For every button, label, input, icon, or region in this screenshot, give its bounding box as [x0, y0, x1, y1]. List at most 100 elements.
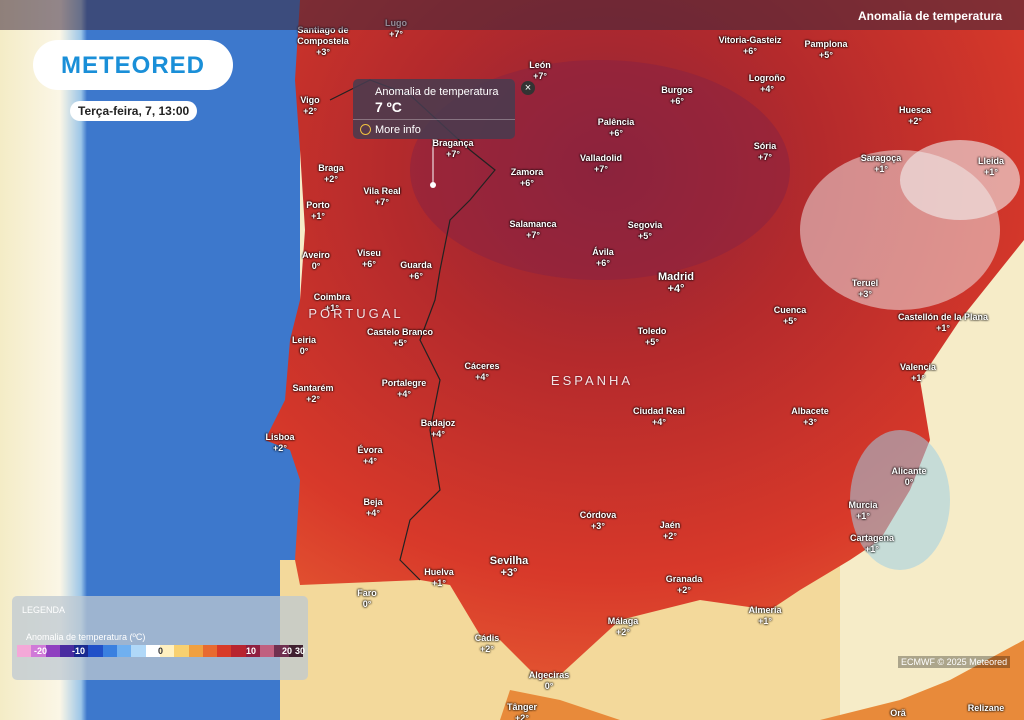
popup: Anomalia de temperatura 7 ºC More info	[353, 79, 515, 139]
legend-tick: 20	[282, 646, 293, 656]
city-value: +2°	[663, 531, 677, 541]
city-label: Coimbra +1°	[314, 292, 351, 314]
city-value: 0°	[311, 261, 321, 271]
city-label: Segovia +5°	[628, 220, 663, 242]
logo[interactable]: METEORED	[33, 40, 233, 90]
city-value: +4°	[667, 283, 685, 295]
city-value: +5°	[783, 316, 797, 326]
city-label: Sória +7°	[754, 141, 777, 163]
city-value: +7°	[526, 230, 540, 240]
city-label: Porto +1°	[306, 200, 330, 222]
city-name: Albacete	[791, 406, 829, 416]
city-value: +2°	[273, 443, 287, 453]
city-name: Zamora	[510, 167, 544, 177]
city-label: Logroño +4°	[749, 73, 786, 95]
city-label: Zamora +6°	[511, 167, 544, 189]
city-label: Salamanca +7°	[509, 219, 556, 241]
city-label: Murcia +1°	[848, 500, 877, 522]
city-name: Aveiro	[302, 250, 330, 260]
city-label: Sevilha +3°	[490, 555, 529, 579]
city-name: Logroño	[748, 73, 786, 83]
city-value: +7°	[375, 197, 389, 207]
city-value: +3°	[591, 521, 605, 531]
date: Terça-feira, 7, 13:00	[70, 101, 198, 121]
city-value: +2°	[677, 585, 691, 595]
city-name: Leiria	[291, 335, 317, 345]
city-name: Badajoz	[420, 418, 456, 428]
city-label: Castellón de la Plana +1°	[898, 312, 988, 334]
city-name: Algeciras	[528, 670, 570, 680]
city-name: Córdova	[579, 510, 617, 520]
city-name: Guarda	[400, 260, 432, 270]
city-label: Ciudad Real +4°	[633, 406, 685, 428]
city-value: +2°	[303, 106, 317, 116]
city-name: Viseu	[357, 248, 381, 258]
color-bar	[17, 645, 303, 657]
city-label: Évora +4°	[357, 445, 382, 467]
city-value: +5°	[645, 337, 659, 347]
city-value: +4°	[652, 417, 666, 427]
legend-tick: -20	[34, 646, 48, 656]
city-value: +7°	[758, 152, 772, 162]
city-label: Vila Real +7°	[363, 186, 400, 208]
city-name: Teruel	[851, 278, 879, 288]
city-name: Alicante	[891, 466, 927, 476]
city-label: Huesca +2°	[899, 105, 931, 127]
city-name: León	[529, 60, 551, 70]
city-label: Faro 0°	[357, 588, 377, 610]
city-label: Portalegre +4°	[382, 378, 427, 400]
legend-subtitle: Anomalia de temperatura (ºC)	[26, 632, 146, 642]
city-value: +3°	[500, 567, 518, 579]
more-info[interactable]: More info	[375, 124, 421, 136]
city-value: +1°	[984, 167, 998, 177]
city-name: Huesca	[898, 105, 932, 115]
city-value: +1°	[874, 164, 888, 174]
city-value: +2°	[480, 644, 494, 654]
city-label: Orã	[890, 708, 906, 719]
city-name: Cáceres	[464, 361, 500, 371]
city-name: Valencia	[899, 362, 937, 372]
city-name: Castellón de la Plana	[897, 312, 989, 322]
city-name: Castelo Branco	[366, 327, 434, 337]
city-name: Portalegre	[381, 378, 427, 388]
city-value: +4°	[760, 84, 774, 94]
city-name: Vigo	[300, 95, 320, 105]
city-label: Castelo Branco +5°	[367, 327, 433, 349]
city-name: Almeria	[748, 605, 782, 615]
city-value: +5°	[638, 231, 652, 241]
city-value: +2°	[324, 174, 338, 184]
close-button[interactable]: ×	[521, 81, 535, 95]
city-name: Saragoça	[860, 153, 902, 163]
city-value: +5°	[819, 50, 833, 60]
city-value: +2°	[306, 394, 320, 404]
anomaly-area	[850, 430, 950, 570]
city-label: Cartagena +1°	[850, 533, 894, 555]
city-name: Sevilha	[489, 555, 529, 567]
city-name: Burgos	[661, 85, 693, 95]
city-label: Pamplona +5°	[804, 39, 847, 61]
city-label: Burgos +6°	[661, 85, 693, 107]
city-label: Ávila +6°	[592, 247, 614, 269]
city-value: +6°	[520, 178, 534, 188]
city-value: +4°	[363, 456, 377, 466]
city-value: +3°	[858, 289, 872, 299]
city-value: +7°	[446, 149, 460, 159]
city-name: Orã	[890, 708, 906, 718]
city-name: Lisboa	[265, 432, 295, 442]
city-label: Guarda +6°	[400, 260, 432, 282]
city-value: +3°	[316, 47, 330, 57]
city-name: Salamanca	[509, 219, 557, 229]
city-name: Beja	[363, 497, 383, 507]
city-name: Lleida	[977, 156, 1005, 166]
city-name: Santiago de Compostela	[297, 25, 349, 46]
city-label: Santarém +2°	[292, 383, 333, 405]
legend-tick: 10	[246, 646, 257, 656]
city-value: +6°	[670, 96, 684, 106]
city-value: +7°	[389, 29, 403, 39]
city-value: +6°	[609, 128, 623, 138]
layer-name[interactable]: Anomalia de temperatura	[857, 9, 1002, 23]
city-value: +2°	[908, 116, 922, 126]
city-name: Murcia	[848, 500, 878, 510]
city-name: Jaén	[659, 520, 681, 530]
